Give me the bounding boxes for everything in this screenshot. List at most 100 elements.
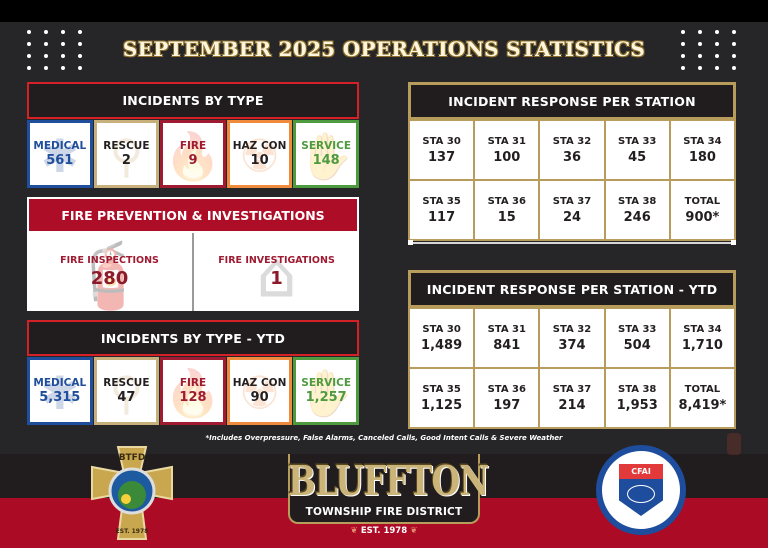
flame-icon: 🔥 — [164, 365, 222, 420]
station-cell: STA 30 1,489 — [410, 309, 474, 367]
type-label: FIRE — [179, 140, 207, 152]
station-value: 36 — [562, 149, 582, 165]
type-value: 9 — [188, 153, 198, 168]
station-cell: STA 32 374 — [540, 309, 604, 367]
station-label: STA 35 — [422, 383, 461, 395]
station-label: STA 33 — [618, 135, 657, 147]
helping-hand-icon: ✋ — [297, 365, 355, 420]
station-cell: STA 31 100 — [475, 121, 539, 179]
station-label: STA 36 — [487, 195, 526, 207]
station-value: 1,953 — [616, 397, 658, 413]
station-value: 117 — [428, 209, 456, 225]
station-value: 1,125 — [421, 397, 463, 413]
type-card-medical: ✱ MEDICAL 561 — [27, 120, 93, 188]
type-label: SERVICE — [301, 140, 352, 152]
station-cell: STA 35 1,125 — [410, 369, 474, 427]
type-label: SERVICE — [301, 377, 352, 389]
btfd-maltese-cross-logo: BTFD EST. 1978 — [91, 446, 173, 540]
type-value: 10 — [250, 153, 269, 168]
type-value: 47 — [117, 390, 136, 405]
station-label: STA 31 — [487, 323, 526, 335]
helping-hand-icon: ✋ — [297, 128, 355, 183]
station-response-ytd-grid: STA 30 1,489 STA 31 841 STA 32 374 STA 33 50… — [408, 307, 736, 429]
type-card-fire: 🔥 FIRE 128 — [160, 357, 226, 425]
globe-icon — [627, 485, 655, 503]
station-value: 8,419* — [678, 397, 727, 413]
station-response-ytd-header: INCIDENT RESPONSE PER STATION - YTD — [408, 270, 736, 308]
station-label: STA 31 — [487, 135, 526, 147]
station-response-grid: STA 30 137 STA 31 100 STA 32 36 STA 33 45 ST… — [408, 119, 736, 241]
type-card-medical: ✱ MEDICAL 5,315 — [27, 357, 93, 425]
decorative-dots-left — [27, 30, 84, 70]
station-cell: STA 37 24 — [540, 181, 604, 239]
station-label: STA 34 — [683, 135, 722, 147]
station-cell: STA 34 180 — [670, 121, 734, 179]
page-title: SEPTEMBER 2025 OPERATIONS STATISTICS — [122, 37, 646, 61]
decorative-dots-right — [681, 30, 738, 70]
station-label: STA 38 — [618, 383, 657, 395]
station-label: STA 37 — [552, 195, 592, 207]
fire-extinguisher-icon: 🧯 — [69, 239, 150, 311]
station-label: STA 36 — [487, 383, 526, 395]
station-label: STA 35 — [422, 195, 461, 207]
station-value: 900* — [685, 209, 720, 225]
magnifier-icon: ⚲ — [109, 128, 144, 183]
footer-center-plate — [288, 454, 480, 524]
radiation-icon: ☢ — [238, 365, 281, 420]
type-card-hazcon: ☢ HAZ CON 10 — [226, 120, 293, 188]
station-value: 180 — [688, 149, 716, 165]
svg-text:BTFD: BTFD — [119, 453, 146, 463]
station-label: STA 30 — [422, 323, 461, 335]
brand-name: BLUFFTON — [288, 456, 489, 505]
section-divider — [408, 240, 736, 245]
station-cell: STA 37 214 — [540, 369, 604, 427]
station-cell: STA 35 117 — [410, 181, 474, 239]
prevention-value: 280 — [90, 268, 129, 289]
station-total-cell: TOTAL 8,419* — [670, 369, 734, 427]
station-label: STA 32 — [552, 135, 592, 147]
station-cell: STA 33 45 — [605, 121, 669, 179]
station-value: 15 — [497, 209, 516, 225]
type-card-hazcon: ☢ HAZ CON 90 — [226, 357, 293, 425]
station-value: 1,489 — [421, 337, 463, 353]
station-label: STA 30 — [422, 135, 461, 147]
type-value: 128 — [179, 390, 207, 405]
station-value: 841 — [493, 337, 521, 353]
established-text: EST. 1978 — [360, 526, 408, 536]
station-label: STA 33 — [618, 323, 657, 335]
cfai-shield-icon: CFAI — [619, 464, 663, 516]
type-label: HAZ CON — [232, 377, 287, 389]
cfai-accreditation-seal: CFAI — [596, 445, 686, 535]
station-label: STA 38 — [618, 195, 657, 207]
station-value: 100 — [493, 149, 521, 165]
station-cell: STA 36 197 — [475, 369, 539, 427]
station-label: STA 32 — [552, 323, 592, 335]
incidents-by-type-header: INCIDENTS BY TYPE — [27, 82, 359, 119]
station-label: TOTAL — [684, 383, 721, 395]
star-of-life-icon: ✱ — [40, 128, 80, 183]
station-cell: STA 38 1,953 — [605, 369, 669, 427]
station-cell: STA 32 36 — [540, 121, 604, 179]
prevention-label: FIRE INSPECTIONS — [60, 255, 159, 266]
fleur-ornament-icon: ❦ — [350, 526, 358, 536]
fire-prevention-body: 🧯 FIRE INSPECTIONS 280 ⌂ FIRE INVESTIGAT… — [27, 233, 359, 311]
fire-inspections-cell: 🧯 FIRE INSPECTIONS 280 — [27, 233, 192, 311]
station-cell: STA 33 504 — [605, 309, 669, 367]
type-value: 5,315 — [39, 390, 81, 405]
type-label: MEDICAL — [33, 140, 87, 152]
type-card-rescue: ⚲ RESCUE 2 — [93, 120, 160, 188]
station-cell: STA 38 246 — [605, 181, 669, 239]
type-value: 561 — [46, 153, 74, 168]
station-cell: STA 34 1,710 — [670, 309, 734, 367]
brand-wordmark: BLUFFTON TOWNSHIP FIRE DISTRICT — [288, 454, 489, 518]
incidents-by-type-ytd-row: ✱ MEDICAL 5,315 ⚲ RESCUE 47 🔥 FIRE 128 ☢… — [27, 357, 359, 425]
type-card-fire: 🔥 FIRE 9 — [160, 120, 226, 188]
station-value: 504 — [623, 337, 651, 353]
cfai-title: CFAI — [619, 464, 663, 479]
station-value: 374 — [558, 337, 586, 353]
footnote: *Includes Overpressure, False Alarms, Ca… — [205, 434, 563, 442]
fire-investigations-cell: ⌂ FIRE INVESTIGATIONS 1 — [192, 233, 359, 311]
brand-subtitle: TOWNSHIP FIRE DISTRICT — [305, 506, 463, 518]
type-label: HAZ CON — [232, 140, 287, 152]
star-of-life-icon: ✱ — [40, 365, 80, 420]
